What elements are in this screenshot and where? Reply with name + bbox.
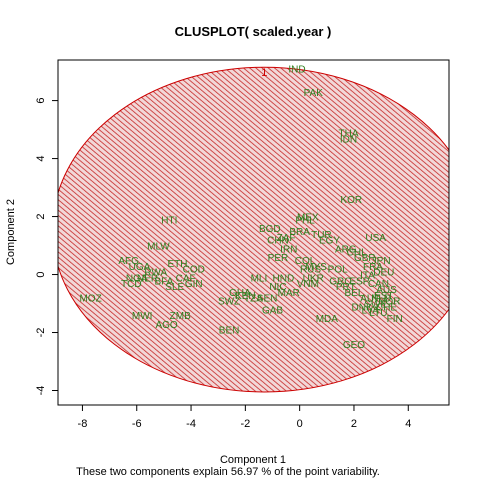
y-tick-label: -4 bbox=[35, 386, 47, 396]
point-label: MWI bbox=[132, 311, 153, 322]
x-axis-label: Component 1 bbox=[220, 454, 286, 466]
cluster-label: 1 bbox=[261, 67, 267, 79]
x-axis: -8 -6 -4 -2 0 2 4 bbox=[78, 405, 412, 430]
y-tick-label: 4 bbox=[35, 156, 47, 162]
point-label: MOZ bbox=[79, 294, 101, 305]
y-axis-label: Component 2 bbox=[5, 199, 17, 265]
point-label: AGO bbox=[155, 320, 177, 331]
y-tick-label: 2 bbox=[35, 213, 47, 219]
point-label: GEO bbox=[343, 340, 365, 351]
point-label: DEU bbox=[373, 268, 394, 279]
point-label: LTU bbox=[369, 308, 387, 319]
x-tick-label: 4 bbox=[405, 418, 411, 430]
chart-title: CLUSPLOT( scaled.year ) bbox=[175, 24, 332, 39]
x-tick-label: -2 bbox=[240, 418, 250, 430]
point-label: POL bbox=[328, 265, 348, 276]
point-label: TZA bbox=[244, 294, 263, 305]
point-label: GAB bbox=[262, 305, 283, 316]
x-tick-label: 2 bbox=[351, 418, 357, 430]
y-tick-label: 0 bbox=[35, 271, 47, 277]
point-label: MLI bbox=[251, 273, 268, 284]
point-label: HTI bbox=[161, 215, 177, 226]
y-axis: -4 -2 0 2 4 6 bbox=[35, 98, 58, 396]
point-label: MLW bbox=[147, 242, 170, 253]
point-label: MAR bbox=[278, 288, 300, 299]
chart-subtitle: These two components explain 56.97 % of … bbox=[76, 466, 380, 478]
point-label: FIN bbox=[387, 314, 403, 325]
point-label: BEN bbox=[219, 326, 240, 337]
point-label: PAK bbox=[304, 88, 324, 99]
point-label: SLE bbox=[165, 282, 184, 293]
point-label: VNM bbox=[297, 279, 319, 290]
y-tick-label: 6 bbox=[35, 98, 47, 104]
point-label: GIN bbox=[185, 279, 203, 290]
point-label: PRT bbox=[336, 282, 356, 293]
x-tick-label: 0 bbox=[297, 418, 303, 430]
x-tick-label: -6 bbox=[132, 418, 142, 430]
point-label: EST bbox=[374, 291, 393, 302]
point-label: MEX bbox=[297, 213, 319, 224]
point-label: SWZ bbox=[218, 297, 240, 308]
point-label: USA bbox=[365, 233, 386, 244]
x-tick-label: -8 bbox=[78, 418, 88, 430]
point-label: IDN bbox=[340, 134, 357, 145]
y-tick-label: -2 bbox=[35, 328, 47, 338]
point-label: PER bbox=[268, 253, 289, 264]
point-label: MDA bbox=[316, 314, 339, 325]
x-tick-label: -4 bbox=[186, 418, 196, 430]
point-label: IND bbox=[288, 65, 305, 76]
point-label: MYS bbox=[305, 262, 327, 273]
point-label: KOR bbox=[340, 195, 362, 206]
